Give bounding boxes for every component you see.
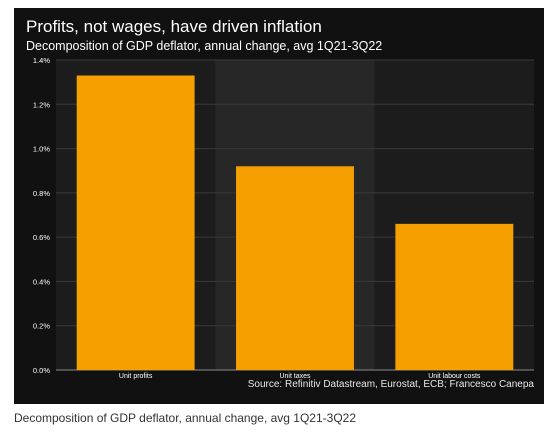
x-category-label: Unit profits xyxy=(119,373,153,380)
chart-subtitle: Decomposition of GDP deflator, annual ch… xyxy=(26,39,383,53)
x-category-label: Unit taxes xyxy=(279,373,311,380)
y-tick-label: 0.0% xyxy=(33,366,50,375)
chart-title: Profits, not wages, have driven inflatio… xyxy=(26,17,322,36)
y-tick-label: 1.2% xyxy=(33,100,50,109)
y-tick-label: 1.0% xyxy=(33,145,50,154)
y-tick-label: 1.4% xyxy=(33,56,50,65)
y-tick-label: 0.2% xyxy=(33,322,50,331)
source-note: Source: Refinitiv Datastream, Eurostat, … xyxy=(247,379,534,390)
figure-caption: Decomposition of GDP deflator, annual ch… xyxy=(14,411,356,425)
chart-card: Profits, not wages, have driven inflatio… xyxy=(14,8,544,404)
y-tick-label: 0.6% xyxy=(33,233,50,242)
y-tick-label: 0.8% xyxy=(33,189,50,198)
x-category-label: Unit labour costs xyxy=(428,373,481,380)
bar xyxy=(236,166,354,370)
y-tick-label: 0.4% xyxy=(33,277,50,286)
bar xyxy=(395,223,514,370)
bar xyxy=(76,75,195,370)
bar-chart: 0.0% 0.2% 0.4% 0.6% 0.8% 1.0% 1.2% 1.4% Unit pro… xyxy=(33,56,534,380)
